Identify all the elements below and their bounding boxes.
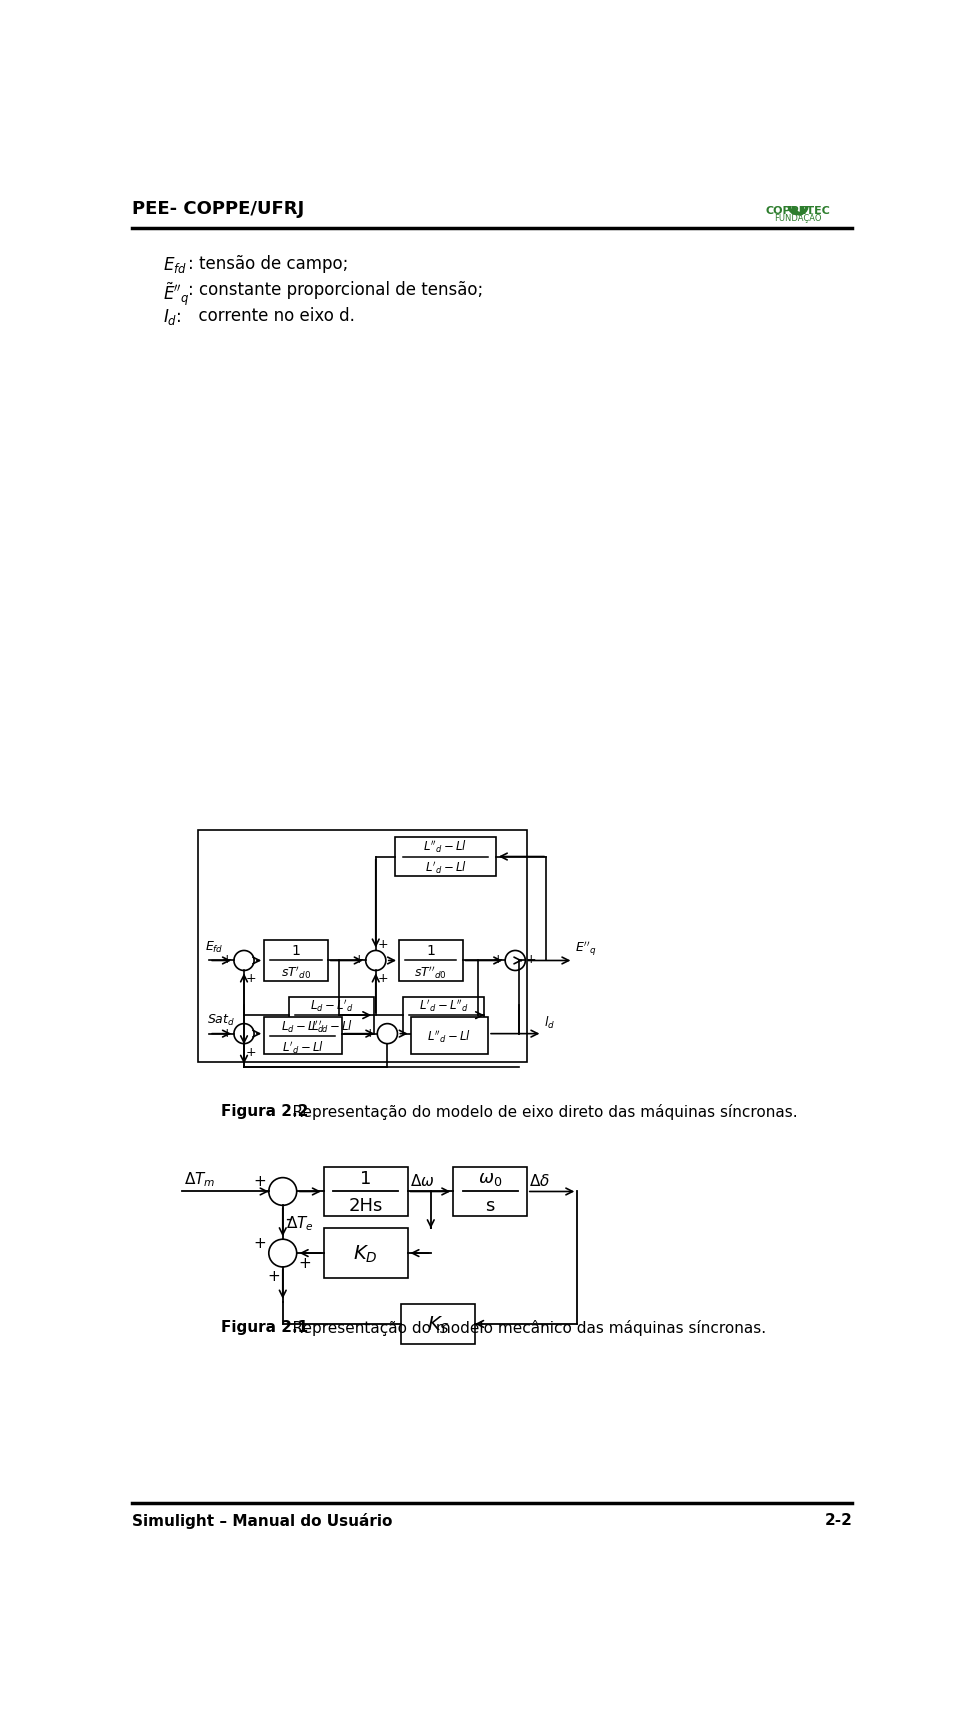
Bar: [453, 1166, 527, 1216]
Text: Simulight – Manual do Usuário: Simulight – Manual do Usuário: [132, 1511, 392, 1528]
Text: +: +: [246, 972, 256, 984]
Text: $L'_d - Ll$: $L'_d - Ll$: [311, 1018, 352, 1034]
Circle shape: [234, 1023, 254, 1044]
Text: $L''_d - Ll$: $L''_d - Ll$: [427, 1029, 471, 1044]
Text: +: +: [526, 953, 537, 967]
Text: 1: 1: [360, 1170, 372, 1187]
Bar: [264, 1018, 342, 1054]
Text: $I_d$:: $I_d$:: [162, 307, 181, 327]
Text: +: +: [377, 937, 388, 949]
Text: +: +: [222, 953, 232, 967]
Text: +: +: [299, 1254, 311, 1270]
Text: $E_{fd}$: $E_{fd}$: [205, 939, 224, 955]
Text: : constante proporcional de tensão;: : constante proporcional de tensão;: [188, 281, 484, 298]
Text: $L''_d - Ll$: $L''_d - Ll$: [423, 837, 468, 855]
Text: +: +: [253, 1173, 267, 1189]
Text: $L'_d - Ll$: $L'_d - Ll$: [282, 1039, 324, 1054]
Text: $K_D$: $K_D$: [353, 1242, 378, 1265]
Bar: [198, 830, 527, 1063]
Text: $\Delta\delta$: $\Delta\delta$: [529, 1172, 550, 1187]
Circle shape: [505, 951, 525, 972]
Text: : tensão de campo;: : tensão de campo;: [188, 255, 348, 272]
Text: +: +: [493, 953, 504, 967]
Text: $L'_d - Ll$: $L'_d - Ll$: [424, 860, 467, 875]
Text: $E''_q$: $E''_q$: [575, 939, 596, 956]
Text: +: +: [222, 1025, 232, 1039]
Text: Figura 2.2: Figura 2.2: [221, 1103, 308, 1118]
Bar: [264, 941, 327, 982]
Bar: [399, 941, 463, 982]
Text: +: +: [365, 1025, 375, 1039]
Circle shape: [234, 951, 254, 972]
Text: $\~E''_q$: $\~E''_q$: [162, 281, 189, 308]
Text: +: +: [253, 1235, 267, 1251]
Text: FUNDAÇÃO: FUNDAÇÃO: [775, 214, 822, 222]
Bar: [396, 837, 496, 877]
Bar: [324, 1228, 408, 1278]
Text: s: s: [486, 1196, 494, 1215]
Bar: [289, 998, 374, 1034]
Text: $l_d$: $l_d$: [544, 1015, 555, 1030]
Text: $L'_d - L''_d$: $L'_d - L''_d$: [419, 996, 468, 1013]
Text: $L_d - L'_d$: $L_d - L'_d$: [281, 1018, 324, 1034]
Text: $sT'_{d0}$: $sT'_{d0}$: [280, 963, 311, 980]
Text: $L_d - L'_d$: $L_d - L'_d$: [309, 996, 353, 1013]
Text: $Sat_d$: $Sat_d$: [206, 1013, 235, 1029]
Text: $sT''_{d0}$: $sT''_{d0}$: [415, 963, 447, 980]
Text: COPPETEC: COPPETEC: [766, 207, 830, 215]
Text: $K_S$: $K_S$: [426, 1313, 449, 1335]
Text: $\Delta\omega$: $\Delta\omega$: [410, 1172, 434, 1187]
Text: +: +: [353, 953, 364, 967]
Text: 1: 1: [292, 944, 300, 958]
Text: Figura 2.1: Figura 2.1: [221, 1318, 308, 1334]
Text: -: -: [285, 1210, 292, 1227]
Bar: [403, 998, 484, 1034]
Text: PEE- COPPE/UFRJ: PEE- COPPE/UFRJ: [132, 200, 304, 217]
Text: $E_{fd}$: $E_{fd}$: [162, 255, 186, 274]
Circle shape: [377, 1023, 397, 1044]
Text: $\omega_0$: $\omega_0$: [478, 1170, 502, 1187]
Circle shape: [269, 1239, 297, 1266]
Text: $\Delta T_e$: $\Delta T_e$: [286, 1213, 314, 1232]
Bar: [411, 1018, 488, 1054]
Bar: [401, 1304, 475, 1344]
Bar: [324, 1166, 408, 1216]
Text: corrente no eixo d.: corrente no eixo d.: [188, 307, 355, 326]
Text: +: +: [377, 972, 388, 984]
Text: +: +: [246, 1046, 256, 1058]
Circle shape: [269, 1179, 297, 1206]
Text: 2-2: 2-2: [825, 1511, 852, 1527]
Text: +: +: [267, 1268, 279, 1284]
Text: Representação do modelo mecânico das máquinas síncronas.: Representação do modelo mecânico das máq…: [274, 1318, 767, 1335]
Text: Representação do modelo de eixo direto das máquinas síncronas.: Representação do modelo de eixo direto d…: [274, 1103, 798, 1120]
Text: $\Delta T_m$: $\Delta T_m$: [183, 1170, 215, 1187]
Text: 1: 1: [426, 944, 435, 958]
Text: 2Hs: 2Hs: [348, 1196, 383, 1215]
Circle shape: [366, 951, 386, 972]
